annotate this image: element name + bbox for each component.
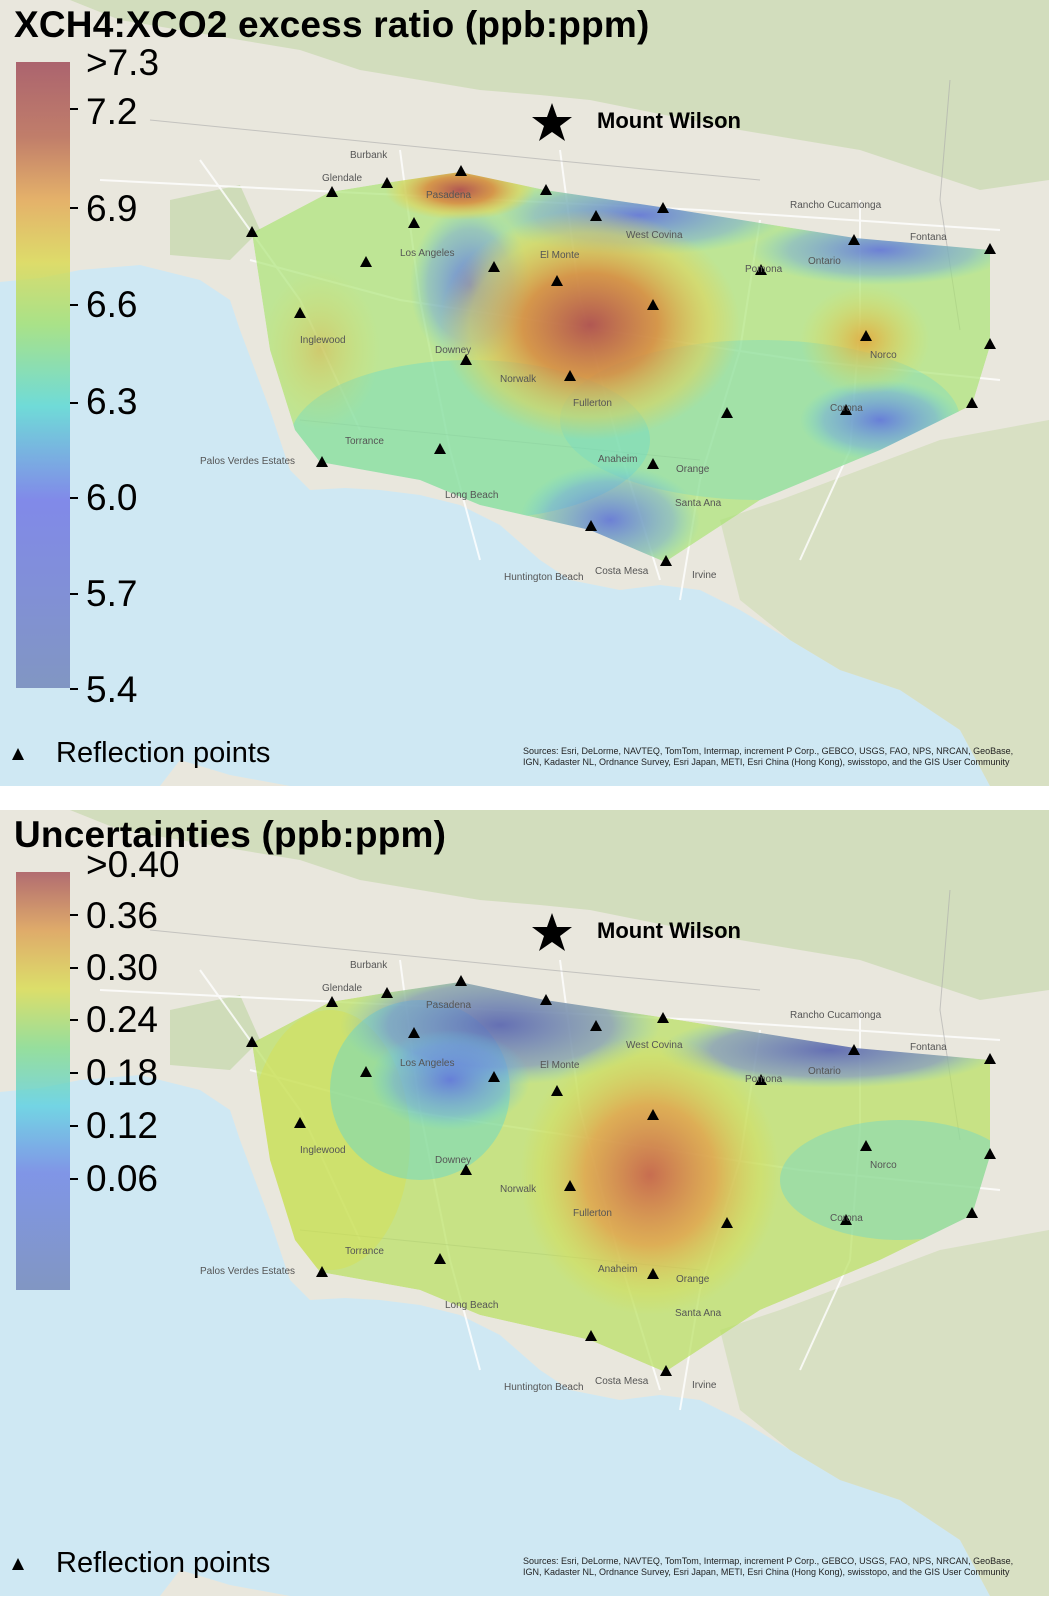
reflection-points: [246, 975, 996, 1376]
place-label: West Covina: [626, 230, 683, 241]
place-label: Inglewood: [300, 335, 346, 346]
triangle-icon: [12, 1558, 24, 1571]
basemap: [0, 0, 1049, 786]
place-label: Norco: [870, 350, 897, 361]
legend-tick: [70, 304, 78, 306]
place-label: Palos Verdes Estates: [200, 1266, 296, 1277]
place-label: Pomona: [745, 1074, 783, 1085]
place-label: Pasadena: [426, 1000, 472, 1011]
map-sources-credit: Sources: Esri, DeLorme, NAVTEQ, TomTom, …: [523, 746, 1014, 767]
reflection-points-legend: Reflection points: [12, 1547, 270, 1580]
place-label: Burbank: [350, 960, 388, 971]
place-label: Huntington Beach: [504, 572, 584, 583]
place-label: Irvine: [692, 1380, 717, 1391]
legend-tick: [70, 1178, 78, 1180]
legend-tick: [70, 207, 78, 209]
place-label: Huntington Beach: [504, 1382, 584, 1393]
triangle-icon: [12, 748, 24, 761]
place-label: Fullerton: [573, 1208, 612, 1219]
place-label: Torrance: [345, 1246, 384, 1257]
mount-wilson-star-icon: [532, 103, 572, 141]
map-panel-excess-ratio: Burbank Glendale Pasadena Los Angeles In…: [0, 0, 1049, 786]
legend-tick-label: 6.9: [86, 188, 138, 229]
place-label: Norwalk: [500, 1184, 537, 1195]
legend-tick-label: >0.40: [86, 844, 180, 885]
place-label: Burbank: [350, 150, 388, 161]
legend-tick-label: 0.18: [86, 1052, 159, 1093]
place-label: Long Beach: [445, 490, 499, 501]
legend-tick-label: 5.7: [86, 573, 138, 614]
place-label: Pomona: [745, 264, 783, 275]
legend-tick-label: 5.4: [86, 669, 138, 710]
place-label: Fullerton: [573, 398, 612, 409]
place-label: Glendale: [322, 173, 363, 184]
legend-tick: [70, 402, 78, 404]
legend-tick-label: 0.24: [86, 999, 159, 1040]
legend-tick-label: 0.06: [86, 1158, 159, 1199]
place-label: Pasadena: [426, 190, 472, 201]
place-label: Anaheim: [598, 1264, 638, 1275]
place-label: Santa Ana: [675, 1308, 722, 1319]
place-label: Orange: [676, 1274, 710, 1285]
legend-tick-label: 7.2: [86, 91, 138, 132]
legend-tick-label: >7.3: [86, 42, 160, 83]
place-label: Costa Mesa: [595, 1376, 649, 1387]
place-label: Downey: [435, 345, 472, 356]
place-label: Norwalk: [500, 374, 537, 385]
legend-tick: [70, 1125, 78, 1127]
place-label: Los Angeles: [400, 1058, 455, 1069]
legend-tick-label: 6.3: [86, 381, 138, 422]
legend-tick-label: 6.0: [86, 477, 138, 518]
map-sources-credit: Sources: Esri, DeLorme, NAVTEQ, TomTom, …: [523, 1556, 1014, 1577]
legend-tick: [70, 497, 78, 499]
place-label: Corona: [830, 1213, 863, 1224]
place-label: Ontario: [808, 1066, 841, 1077]
place-label: West Covina: [626, 1040, 683, 1051]
legend-tick: [70, 688, 78, 690]
place-label: Long Beach: [445, 1300, 499, 1311]
reflection-points-label: Reflection points: [56, 737, 271, 769]
place-label: Irvine: [692, 570, 717, 581]
place-label: El Monte: [540, 250, 580, 261]
place-label: Costa Mesa: [595, 566, 649, 577]
mount-wilson-star-icon: [532, 913, 572, 951]
panel-title: XCH4:XCO2 excess ratio (ppb:ppm): [14, 4, 650, 45]
legend-tick: [70, 914, 78, 916]
place-label: Santa Ana: [675, 498, 722, 509]
place-label: Torrance: [345, 436, 384, 447]
place-label: Glendale: [322, 983, 363, 994]
mount-wilson-label: Mount Wilson: [597, 918, 741, 943]
place-label: Palos Verdes Estates: [200, 456, 296, 467]
place-label: Inglewood: [300, 1145, 346, 1156]
place-label: Fontana: [910, 1042, 947, 1053]
legend-tick: [70, 593, 78, 595]
place-label: Norco: [870, 1160, 897, 1171]
place-label: Downey: [435, 1155, 472, 1166]
map-panel-uncertainties: Burbank Glendale Pasadena Los Angeles In…: [0, 810, 1049, 1596]
legend-tick: [70, 108, 78, 110]
panel-title: Uncertainties (ppb:ppm): [14, 814, 447, 855]
legend-tick: [70, 967, 78, 969]
place-label: Ontario: [808, 256, 841, 267]
place-label: Anaheim: [598, 454, 638, 465]
place-label: Los Angeles: [400, 248, 455, 259]
place-label: El Monte: [540, 1060, 580, 1071]
place-label: Rancho Cucamonga: [790, 200, 882, 211]
reflection-points: [246, 165, 996, 566]
legend-tick: [70, 1019, 78, 1021]
place-label: Rancho Cucamonga: [790, 1010, 882, 1021]
place-label: Corona: [830, 403, 863, 414]
reflection-points-legend: Reflection points: [12, 737, 270, 770]
mount-wilson-label: Mount Wilson: [597, 108, 741, 133]
reflection-points-label: Reflection points: [56, 1547, 271, 1579]
place-label: Fontana: [910, 232, 947, 243]
legend-tick-label: 0.30: [86, 947, 159, 988]
legend-tick: [70, 1072, 78, 1074]
place-label: Orange: [676, 464, 710, 475]
legend-tick-label: 6.6: [86, 284, 138, 325]
legend-tick-label: 0.36: [86, 895, 159, 936]
legend-tick-label: 0.12: [86, 1105, 159, 1146]
basemap: [0, 810, 1049, 1596]
